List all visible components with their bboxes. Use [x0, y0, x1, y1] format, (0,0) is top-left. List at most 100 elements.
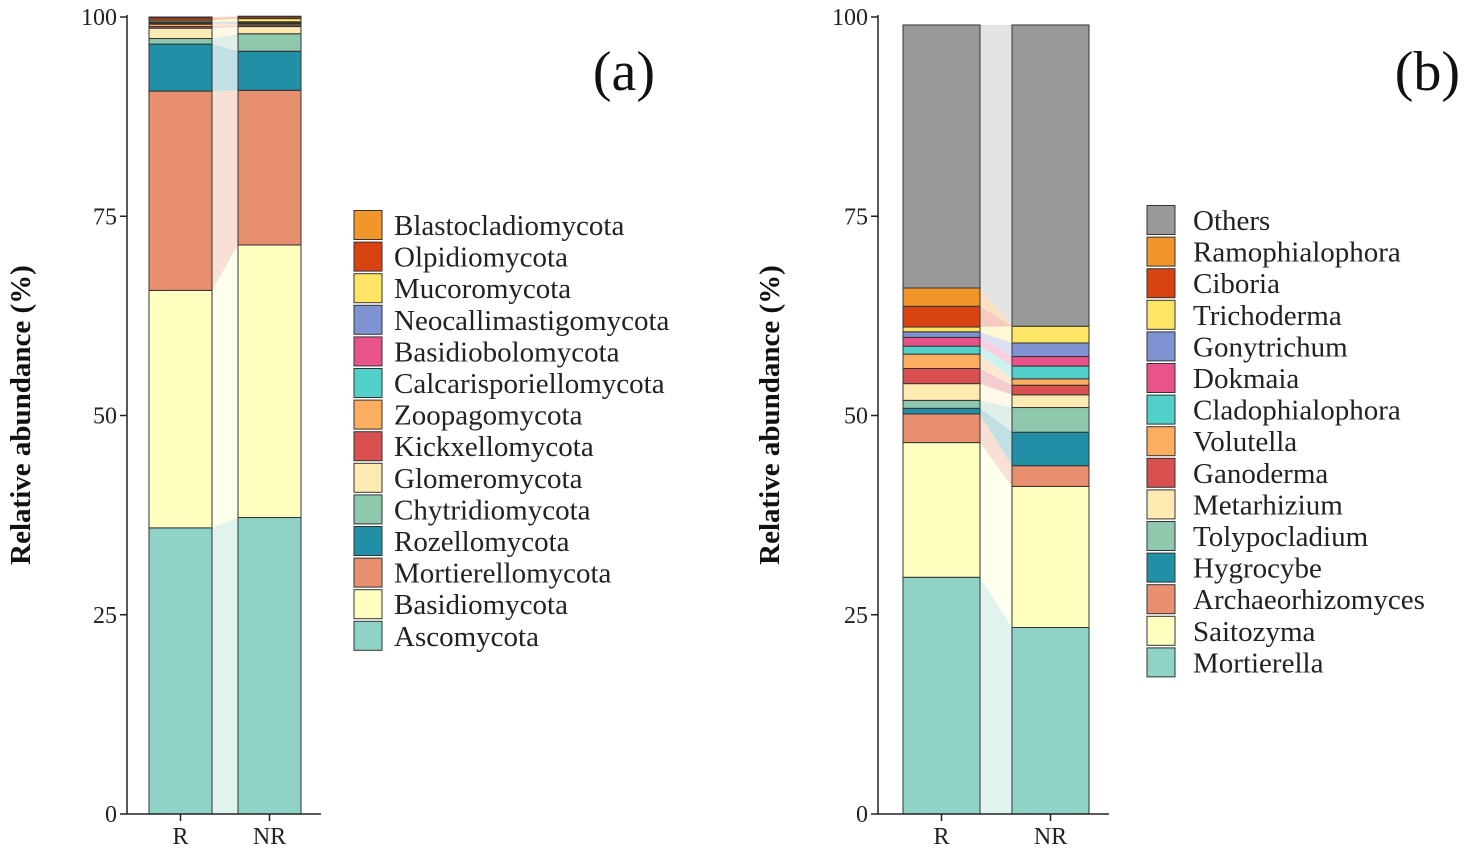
- panel-a-bar-r-blastocladiomycota: [148, 16, 213, 19]
- panel-a-bar-r-glomeromycota: [148, 27, 213, 40]
- panel-a-flow-mortierellomycota: [212, 90, 238, 291]
- panel-b-legend-swatch-gonytrichum: [1146, 331, 1176, 362]
- panel-a-flow-glomeromycota: [212, 26, 238, 39]
- panel-a-legend-swatch-blastocladiomycota: [353, 210, 383, 240]
- panel-b-legend-label-others: Others: [1193, 205, 1270, 237]
- panel-a-legend-swatch-chytridiomycota: [353, 494, 383, 525]
- panel-a-legend-label-blastocladiomycota: Blastocladiomycota: [394, 210, 624, 242]
- panel-b-legend-label-metarhizium: Metarhizium: [1193, 489, 1343, 521]
- panel-a-flow-rozellomycota: [212, 44, 238, 92]
- panel-a-flow-basidiobolomycota: [212, 22, 238, 24]
- panel-b-bar-nr-mortierella: [1011, 627, 1090, 815]
- panel-a-y-axis-label: Relative abundance (%): [5, 265, 37, 565]
- panel-a-legend-label-basidiomycota: Basidiomycota: [394, 589, 568, 621]
- panel-a-legend-label-rozellomycota: Rozellomycota: [394, 526, 570, 558]
- panel-b-legend-swatch-ciboria: [1146, 268, 1176, 299]
- panel-b-flow-ciboria: [980, 306, 1012, 328]
- panel-a-legend-swatch-kickxellomycota: [353, 431, 383, 462]
- panel-b-bar-r-trichoderma: [902, 326, 981, 333]
- panel-a-y-tick-label: 25: [93, 603, 117, 629]
- panel-b-bar-r-gonytrichum: [902, 331, 981, 338]
- panel-a-y-tick-label: 0: [105, 802, 117, 828]
- panel-b-bar-nr-metarhizium: [1011, 394, 1090, 409]
- panel-a-bar-nr-glomeromycota: [237, 26, 302, 35]
- panel-b-bar-nr-saitozyma: [1011, 485, 1090, 629]
- panel-b-y-tick-label: 50: [844, 404, 868, 430]
- panel-b-bar-nr-dokmaia: [1011, 356, 1090, 367]
- panel-a-legend-swatch-basidiobolomycota: [353, 336, 383, 367]
- panel-b-flow-ramophialophora: [980, 287, 1012, 327]
- panel-a-legend-swatch-neocallimastigomycota: [353, 304, 383, 335]
- panel-b-y-axis-label: Relative abundance (%): [754, 265, 786, 565]
- panel-a-legend-swatch-mortierellomycota: [353, 557, 383, 588]
- panel-b-bar-r-hygrocybe: [902, 407, 981, 415]
- panel-a-legend-label-basidiobolomycota: Basidiobolomycota: [394, 336, 620, 368]
- panel-b-legend-label-dokmaia: Dokmaia: [1193, 363, 1299, 395]
- panel-b-legend-label-ramophialophora: Ramophialophora: [1193, 237, 1401, 269]
- panel-b-flow-gonytrichum: [980, 331, 1012, 357]
- panel-b-bar-r-volutella: [902, 353, 981, 369]
- panel-b-bar-r-saitozyma: [902, 442, 981, 578]
- panel-a-flow-chytridiomycota: [212, 33, 238, 52]
- panel-b-flow-trichoderma: [980, 326, 1012, 343]
- panel-a-legend-swatch-basidiomycota: [353, 589, 383, 620]
- panel-b-bar-nr-hygrocybe: [1011, 431, 1090, 467]
- panel-b-legend-label-mortierella: Mortierella: [1193, 647, 1324, 679]
- panel-a-bar-nr-mortierellomycota: [237, 89, 302, 246]
- panel-a-flow-ascomycota: [212, 517, 238, 814]
- panel-a-bar-r-basidiomycota: [148, 289, 213, 529]
- panel-a-legend-label-mortierellomycota: Mortierellomycota: [394, 558, 612, 590]
- panel-a-y-tick-label: 50: [93, 404, 117, 430]
- panel-b-legend-swatch-ramophialophora: [1146, 236, 1176, 267]
- panel-a-bar-r-chytridiomycota: [148, 38, 213, 45]
- panel-a-x-tick-label: NR: [253, 824, 286, 850]
- panel-a-flow-blastocladiomycota: [212, 16, 238, 18]
- panel-a-flow-mucoromycota: [212, 18, 238, 22]
- panel-b-legend-label-ciboria: Ciboria: [1193, 268, 1280, 300]
- panel-a-flow-zoopagomycota: [212, 24, 238, 27]
- panel-a-legend-swatch-zoopagomycota: [353, 399, 383, 430]
- panel-b-legend-swatch-dokmaia: [1146, 363, 1176, 393]
- panel-b-legend-swatch-hygrocybe: [1146, 552, 1176, 583]
- panel-b-bar-r-ramophialophora: [902, 287, 981, 307]
- panel-b-bar-nr-others: [1011, 24, 1090, 327]
- panel-a-bar-r-ascomycota: [148, 527, 213, 815]
- panel-b-legend-swatch-volutella: [1146, 426, 1176, 457]
- panel-b-flow-metarhizium: [980, 383, 1012, 408]
- panel-b-legend-swatch-archaeorhizomyces: [1146, 584, 1176, 615]
- panel-b-flow-archaeorhizomyces: [980, 413, 1012, 487]
- panel-b-bar-r-tolypocladium: [902, 399, 981, 409]
- panel-b-flow-ganoderma: [980, 368, 1012, 395]
- panel-a-legend-label-kickxellomycota: Kickxellomycota: [394, 431, 594, 463]
- panel-b-flow-others: [980, 24, 1012, 327]
- panel-a-bar-nr-rozellomycota: [237, 50, 302, 91]
- panel-a-panel-label: (a): [593, 41, 655, 103]
- panel-b-bar-nr-ganoderma: [1011, 384, 1090, 396]
- panel-a-legend-swatch-mucoromycota: [353, 273, 383, 304]
- panel-b-bar-nr-archaeorhizomyces: [1011, 465, 1090, 487]
- panel-b-legend-label-tolypocladium: Tolypocladium: [1193, 521, 1369, 553]
- panel-b-x-tick-label: NR: [1034, 824, 1067, 850]
- panel-b-bar-r-ciboria: [902, 305, 981, 328]
- panel-b-legend-swatch-mortierella: [1146, 647, 1176, 678]
- panel-a-legend-label-mucoromycota: Mucoromycota: [394, 273, 571, 305]
- panel-a-legend-swatch-olpidiomycota: [353, 241, 383, 272]
- panel-b-bar-nr-cladophialophora: [1011, 365, 1090, 380]
- panel-a-bar-nr-ascomycota: [237, 517, 302, 815]
- panel-b-bar-nr-tolypocladium: [1011, 407, 1090, 433]
- panel-a-bar-r-rozellomycota: [148, 43, 213, 92]
- panel-b-bar-nr-trichoderma: [1011, 325, 1090, 344]
- panel-a-legend-label-zoopagomycota: Zoopagomycota: [394, 400, 583, 432]
- panel-a-x-tick-label: R: [172, 824, 188, 850]
- panel-b-bar-r-mortierella: [902, 576, 981, 815]
- panel-a-legend-label-ascomycota: Ascomycota: [394, 621, 539, 653]
- panel-b-y-tick-label: 25: [844, 603, 868, 629]
- panel-a-plot: 0 25 50 75 100 R NR Relative abundance (%) (a) Bl…: [5, 5, 670, 850]
- panel-b-bar-r-ganoderma: [902, 367, 981, 385]
- panel-a-flow-neocallimastigomycota: [212, 21, 238, 23]
- panel-b-flow-cladophialophora: [980, 346, 1012, 379]
- panel-b-y-tick-label: 75: [844, 204, 868, 230]
- panel-b-bar-r-archaeorhizomyces: [902, 413, 981, 444]
- panel-b-bar-nr-volutella: [1011, 378, 1090, 386]
- panel-b-bar-r-dokmaia: [902, 336, 981, 347]
